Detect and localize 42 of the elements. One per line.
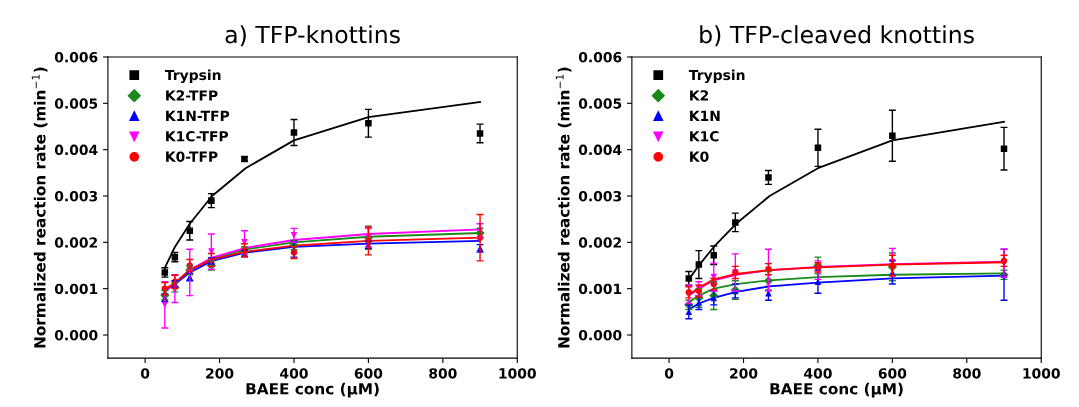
legend-label: K2 (690, 90, 709, 101)
y-tick-label: 0.005 (54, 98, 98, 109)
x-tick-label: 1000 (1023, 368, 1060, 379)
legend-label: K1C (690, 130, 719, 142)
y-tick-label: 0.006 (578, 51, 622, 63)
legend-label: K1N (690, 110, 720, 121)
x-tick-label: 0 (664, 368, 674, 379)
y-tick-label: 0.003 (54, 190, 98, 202)
y-tick-label: 0.006 (54, 51, 98, 63)
x-tick-label: 1000 (499, 368, 536, 379)
legend-label: K0-TFP (166, 151, 218, 162)
x-tick-label: 200 (206, 368, 234, 379)
x-tick-label: 200 (730, 368, 758, 379)
x-axis-title: BAEE conc (μM) (770, 382, 903, 398)
x-tick-label: 0 (140, 368, 150, 379)
chart-title: a) TFP-knottins (225, 25, 400, 47)
y-tick-label: 0.001 (54, 283, 98, 295)
y-axis-title: Normalized reaction rate (min$^{−1}$) (555, 67, 572, 348)
x-tick-label: 400 (280, 368, 308, 379)
y-axis-title: Normalized reaction rate (min$^{−1}$) (31, 67, 48, 348)
y-tick-label: 0.002 (578, 237, 621, 248)
legend-label: Trypsin (688, 69, 745, 84)
y-tick-label: 0.002 (54, 237, 97, 248)
y-tick-label: 0.004 (54, 144, 98, 156)
chart-title: b) TFP-cleaved knottins (700, 25, 974, 47)
y-tick-label: 0.005 (578, 98, 622, 109)
y-tick-label: 0.000 (54, 329, 98, 341)
y-tick-label: 0.000 (578, 329, 622, 341)
y-tick-label: 0.003 (578, 190, 622, 202)
x-tick-label: 600 (354, 368, 383, 379)
legend-label: K2-TFP (166, 90, 218, 101)
x-tick-label: 800 (953, 368, 981, 379)
x-tick-label: 600 (878, 368, 907, 379)
x-tick-label: 800 (429, 368, 457, 379)
x-tick-label: 400 (804, 368, 832, 379)
legend-label: K0 (690, 151, 709, 162)
x-axis-title: BAEE conc (μM) (246, 382, 379, 398)
y-tick-label: 0.001 (578, 283, 622, 295)
y-tick-label: 0.004 (578, 144, 622, 156)
legend-label: K1N-TFP (166, 110, 230, 121)
legend-label: Trypsin (164, 69, 221, 84)
legend-label: K1C-TFP (166, 130, 229, 142)
